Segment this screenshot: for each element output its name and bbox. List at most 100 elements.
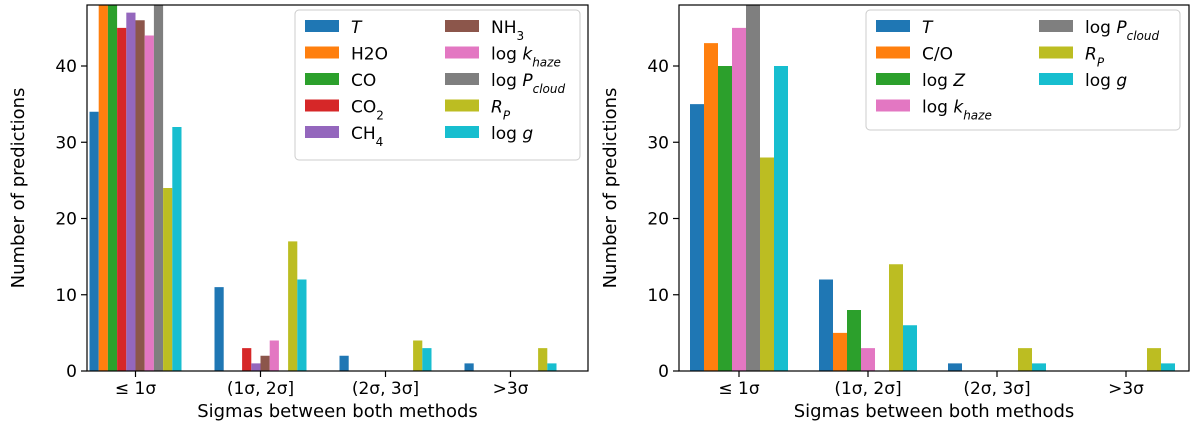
legend-swatch-co2 <box>305 99 339 112</box>
y-axis-label: Number of predictions <box>600 88 621 289</box>
bar-co2-0 <box>117 27 127 372</box>
legend-label-log-g: log g <box>1085 71 1127 91</box>
y-tick-label: 0 <box>66 362 77 382</box>
bar-c-o-0 <box>704 43 718 372</box>
y-tick-label: 20 <box>55 210 77 230</box>
x-axis-label: Sigmas between both methods <box>197 401 478 422</box>
bar-log-p-cloud-0 <box>153 5 164 371</box>
legend-box <box>865 9 1181 131</box>
bar-log-g-3 <box>547 363 557 372</box>
legend-swatch-log-g <box>1039 73 1073 85</box>
legend-label-log-k-haze: log khaze <box>922 98 992 123</box>
x-tick-label: (2σ, 3σ] <box>352 379 419 399</box>
legend-swatch-co <box>305 73 339 85</box>
y-tick-label: 10 <box>55 286 77 306</box>
bar-co2-1 <box>242 348 252 372</box>
bar-r-p-0 <box>760 157 774 371</box>
legend-swatch-ch4 <box>305 126 339 138</box>
legend-swatch-r-p <box>1039 46 1073 59</box>
bar-t-2 <box>948 363 962 372</box>
bar-h2o-0 <box>98 5 108 371</box>
legend-swatch-h2o <box>305 46 339 59</box>
legend-label-co2: CO2 <box>351 98 384 123</box>
bar-log-g-0 <box>774 66 788 371</box>
legend-swatch-log-z <box>876 73 910 85</box>
bar-ch4-0 <box>126 12 136 372</box>
bar-log-k-haze-1 <box>861 348 875 372</box>
x-tick-label: (1σ, 2σ] <box>834 379 901 399</box>
legend-label-c-o: C/O <box>922 45 953 65</box>
y-tick-label: 10 <box>647 286 669 306</box>
legend-swatch-log-g <box>445 126 479 138</box>
x-tick-label: ≤ 1σ <box>115 379 156 399</box>
legend-label-r-p: RP <box>1085 45 1105 70</box>
bar-log-p-cloud-0 <box>746 5 760 371</box>
legend-label-h2o: H2O <box>351 45 388 65</box>
legend-swatch-log-k-haze <box>876 99 910 112</box>
plot-frame <box>678 4 1190 372</box>
chart-right: 0 10 20 30 40 ≤ 1σ (1σ, 2σ] (2σ, 3σ] >3σ Sigmas b… <box>600 4 1190 422</box>
bar-r-p-0 <box>163 188 173 371</box>
legend-box <box>294 9 581 161</box>
legend-swatch-r-p <box>445 99 479 112</box>
legend-label-nh3: NH3 <box>491 18 524 43</box>
bar-t-2 <box>339 355 349 371</box>
legend-label-r-p: RP <box>491 98 511 123</box>
bar-r-p-1 <box>889 264 903 371</box>
bar-co-0 <box>107 5 118 371</box>
bar-log-g-1 <box>903 325 917 371</box>
legend-swatch-t <box>876 20 910 32</box>
bars <box>690 5 1175 372</box>
bar-r-p-2 <box>1018 348 1032 372</box>
legend-label-log-g: log g <box>491 124 533 144</box>
chart-left: 0 10 20 30 40 ≤ 1σ (1σ, 2σ] (2σ, 3σ] >3σ Sigmas b… <box>8 4 589 422</box>
x-tick-label: (1σ, 2σ] <box>227 379 294 399</box>
legend-label-ch4: CH4 <box>351 124 383 149</box>
legend-swatch-t <box>305 20 339 32</box>
legend-swatch-log-p-cloud <box>445 73 479 85</box>
x-tick-label: >3σ <box>493 379 529 399</box>
legend-label-log-p-cloud: log Pcloud <box>491 71 565 96</box>
bar-log-k-haze-0 <box>732 27 746 372</box>
plot-frame <box>86 4 589 372</box>
legend-label-t: T <box>922 18 934 38</box>
legend-swatch-nh3 <box>445 20 479 32</box>
x-tick-label: (2σ, 3σ] <box>963 379 1030 399</box>
x-axis-label: Sigmas between both methods <box>794 401 1075 422</box>
bar-log-z-1 <box>847 310 861 371</box>
legend-swatch-c-o <box>876 46 910 59</box>
bar-r-p-2 <box>413 340 423 371</box>
x-tick-label: >3σ <box>1108 379 1144 399</box>
x-tick-label: ≤ 1σ <box>718 379 759 399</box>
bar-log-g-3 <box>1161 363 1175 372</box>
bars <box>89 5 557 372</box>
legend-label-log-p-cloud: log Pcloud <box>1085 18 1159 43</box>
bar-log-z-0 <box>718 66 732 371</box>
bar-ch4-1 <box>251 363 261 372</box>
legend-label-log-k-haze: log khaze <box>491 45 561 70</box>
bar-nh3-0 <box>135 20 145 371</box>
bar-t-3 <box>464 363 474 372</box>
bar-t-0 <box>690 104 704 372</box>
legend-label-co: CO <box>351 71 376 91</box>
bar-log-g-2 <box>422 348 432 372</box>
bar-log-k-haze-0 <box>144 35 154 371</box>
y-tick-label: 40 <box>55 57 77 77</box>
bar-r-p-1 <box>288 241 298 372</box>
bar-r-p-3 <box>538 348 548 372</box>
legend-swatch-log-p-cloud <box>1039 20 1073 32</box>
legend-label-log-z: log Z <box>922 71 965 91</box>
bar-c-o-1 <box>833 332 847 372</box>
y-tick-label: 0 <box>658 362 669 382</box>
y-tick-label: 40 <box>647 57 669 77</box>
bar-log-g-0 <box>172 127 182 371</box>
y-tick-label: 30 <box>55 133 77 153</box>
bar-r-p-3 <box>1147 348 1161 372</box>
legend-label-t: T <box>351 18 363 38</box>
bar-log-g-2 <box>1032 363 1046 372</box>
bar-nh3-1 <box>260 355 270 371</box>
bar-log-g-1 <box>297 279 307 371</box>
